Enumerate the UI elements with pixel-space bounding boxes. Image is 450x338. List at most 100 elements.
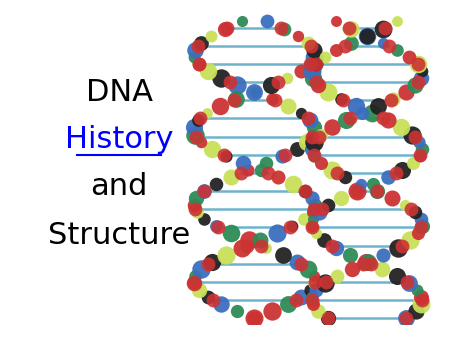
Point: [269, 96, 276, 102]
Point: [417, 301, 424, 307]
Point: [411, 210, 418, 215]
Point: [309, 68, 316, 74]
Point: [333, 19, 340, 24]
Point: [315, 210, 322, 215]
Point: [238, 19, 245, 24]
Point: [233, 308, 240, 314]
Point: [347, 252, 354, 257]
Point: [317, 160, 324, 166]
Point: [198, 266, 205, 271]
Point: [308, 146, 315, 151]
Point: [204, 261, 212, 266]
Point: [324, 315, 331, 321]
Point: [315, 82, 322, 88]
Text: DNA: DNA: [86, 78, 153, 107]
Point: [364, 259, 371, 264]
Point: [338, 195, 345, 201]
Point: [379, 40, 387, 45]
Point: [284, 301, 292, 307]
Point: [309, 195, 316, 201]
Point: [306, 61, 314, 67]
Point: [190, 202, 198, 208]
Point: [414, 79, 422, 85]
Point: [318, 132, 325, 137]
Point: [406, 238, 413, 243]
Point: [208, 146, 216, 151]
Point: [195, 61, 203, 67]
Point: [301, 188, 308, 194]
Point: [417, 217, 424, 222]
Point: [384, 118, 391, 123]
Point: [374, 103, 382, 109]
Point: [312, 79, 319, 85]
Point: [412, 308, 419, 314]
Point: [251, 315, 258, 321]
Point: [234, 82, 241, 88]
Point: [328, 167, 335, 172]
Point: [193, 195, 200, 201]
Point: [325, 202, 332, 208]
Point: [323, 279, 330, 285]
Point: [218, 75, 225, 81]
Point: [279, 252, 287, 257]
Point: [251, 315, 258, 321]
Point: [311, 54, 318, 59]
Point: [251, 315, 258, 321]
Point: [313, 61, 320, 67]
Point: [195, 61, 203, 67]
Point: [380, 252, 387, 257]
Point: [311, 279, 318, 285]
Point: [309, 294, 316, 300]
Point: [398, 125, 405, 130]
Point: [304, 266, 311, 271]
Point: [281, 152, 288, 158]
Point: [293, 146, 300, 151]
Point: [239, 160, 247, 166]
Point: [215, 225, 222, 230]
Point: [311, 280, 318, 286]
Point: [212, 181, 219, 187]
Point: [289, 224, 296, 229]
Point: [191, 280, 198, 286]
Point: [313, 287, 320, 293]
Point: [315, 308, 322, 314]
Point: [222, 252, 230, 257]
Point: [411, 134, 418, 139]
Point: [191, 54, 198, 59]
Point: [304, 40, 311, 45]
Point: [268, 308, 275, 314]
Point: [297, 261, 304, 266]
Point: [311, 125, 318, 130]
Point: [414, 61, 421, 67]
Point: [227, 79, 234, 85]
Point: [204, 68, 212, 74]
Point: [201, 217, 208, 222]
Point: [363, 33, 370, 38]
Point: [416, 153, 423, 159]
Point: [250, 90, 257, 95]
Point: [389, 96, 396, 102]
Point: [271, 97, 279, 103]
Point: [418, 225, 425, 230]
Point: [409, 132, 416, 137]
Point: [387, 97, 395, 103]
Point: [262, 160, 269, 166]
Point: [334, 170, 341, 175]
Point: [274, 174, 281, 179]
Point: [280, 26, 287, 31]
Point: [417, 152, 424, 158]
Point: [230, 97, 238, 103]
Point: [312, 231, 319, 236]
Point: [418, 146, 425, 151]
Point: [347, 26, 355, 31]
Point: [333, 47, 340, 52]
Point: [398, 243, 405, 248]
Point: [405, 280, 413, 286]
Point: [310, 217, 317, 222]
Point: [414, 61, 421, 67]
Point: [358, 111, 365, 116]
Point: [207, 33, 215, 38]
Point: [265, 170, 272, 175]
Point: [408, 207, 415, 212]
Point: [192, 132, 199, 137]
